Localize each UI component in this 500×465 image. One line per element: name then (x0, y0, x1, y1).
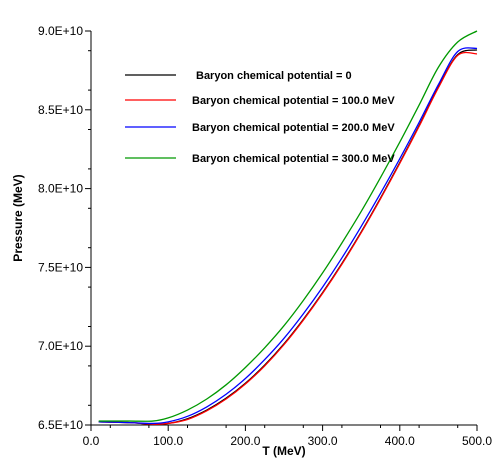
series-line-3 (98, 30, 478, 422)
x-tick-label: 500.0 (462, 434, 492, 448)
y-tick-label: 7.5E+10 (38, 260, 83, 274)
y-axis-title: Pressure (MeV) (11, 174, 25, 261)
series-line-1 (98, 51, 478, 425)
x-axis-title: T (MeV) (262, 444, 305, 458)
y-tick-label: 8.5E+10 (38, 103, 83, 117)
x-tick-label: 100.0 (153, 434, 183, 448)
legend-label-1: Baryon chemical potential = 100.0 MeV (192, 95, 395, 107)
y-tick-label: 9.0E+10 (38, 24, 83, 38)
x-tick-label: 300.0 (308, 434, 338, 448)
x-tick-label: 200.0 (230, 434, 260, 448)
legend-label-3: Baryon chemical potential = 300.0 MeV (192, 153, 395, 165)
legend-label-0: Baryon chemical potential = 0 (196, 70, 352, 82)
x-tick-label: 0.0 (83, 434, 100, 448)
series-line-2 (98, 47, 478, 425)
x-tick-label: 400.0 (385, 434, 415, 448)
y-tick-label: 6.5E+10 (38, 418, 83, 432)
axes (90, 31, 477, 426)
legend: Baryon chemical potential = 0 Baryon chem… (125, 70, 395, 165)
legend-label-2: Baryon chemical potential = 200.0 MeV (192, 122, 395, 134)
x-ticks: 0.0 100.0 200.0 300.0 400.0 500.0 (83, 425, 492, 448)
y-tick-label: 8.0E+10 (38, 182, 83, 196)
y-ticks: 6.5E+10 7.0E+10 7.5E+10 8.0E+10 8.5E+10 9.0E+… (38, 24, 91, 432)
y-tick-label: 7.0E+10 (38, 339, 83, 353)
series-lines (98, 30, 478, 425)
